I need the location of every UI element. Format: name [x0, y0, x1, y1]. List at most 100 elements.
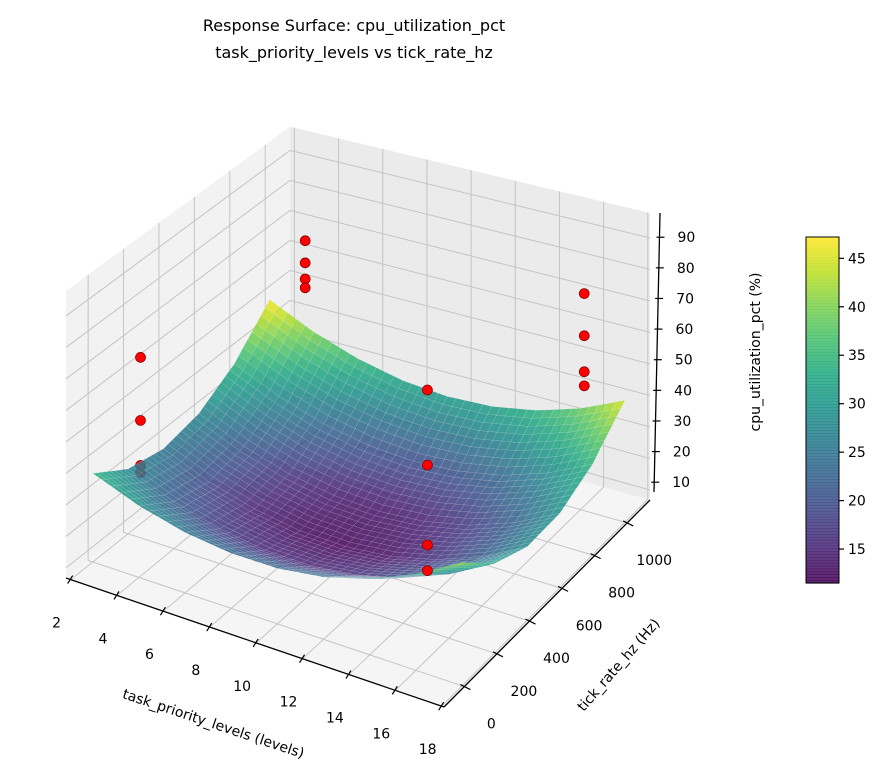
colorbar-segment [806, 522, 839, 526]
colorbar-segment [806, 557, 839, 561]
surface-cell [465, 562, 479, 566]
y-tick-label: 600 [576, 618, 603, 634]
y-tick-label: 1000 [636, 553, 672, 569]
colorbar-segment [806, 257, 839, 261]
y-tick-label: 800 [608, 586, 635, 602]
colorbar-tick-label: 25 [848, 445, 866, 461]
colorbar-segment [806, 401, 839, 405]
colorbar-segment [806, 323, 839, 327]
colorbar-segment [806, 476, 839, 480]
x-tick-label: 2 [52, 616, 61, 632]
z-axis-line [653, 213, 661, 493]
colorbar-segment [806, 340, 839, 345]
surface-cell [607, 407, 622, 419]
colorbar-segment [806, 260, 839, 264]
colorbar-segment [806, 300, 839, 304]
colorbar-segment [806, 467, 839, 472]
left-gridline-z [65, 270, 291, 443]
colorbar-segment [806, 433, 839, 437]
floor-gridline-y [87, 559, 465, 688]
colorbar-segment [806, 531, 839, 535]
colorbar-segment [806, 542, 839, 547]
colorbar-segment [806, 355, 839, 359]
colorbar-segment [806, 519, 839, 524]
colorbar-segment [806, 548, 839, 552]
z-tick-label: 90 [677, 230, 695, 246]
data-point [422, 384, 433, 396]
colorbar-segment [806, 421, 839, 426]
colorbar-segment [806, 237, 839, 241]
data-point [422, 539, 433, 551]
colorbar-segment [806, 314, 839, 319]
data-point [578, 380, 590, 392]
back-gridline-z [289, 299, 651, 396]
x-tick [299, 654, 306, 664]
colorbar-tick-label: 30 [848, 397, 866, 413]
y-tick-label: 400 [543, 651, 570, 667]
surface-cell [595, 431, 610, 443]
colorbar-segment [806, 335, 839, 339]
colorbar-segment [806, 470, 839, 475]
floor-gridline-y [123, 531, 498, 655]
colorbar-segment [806, 418, 839, 423]
colorbar-segment [806, 496, 839, 500]
chart-title-line-1: Response Surface: cpu_utilization_pct [203, 16, 505, 36]
surface-cell [611, 400, 626, 411]
colorbar-segment [806, 239, 839, 244]
x-tick [206, 622, 213, 632]
data-point [422, 459, 433, 471]
colorbar-segment [806, 329, 839, 333]
colorbar-segment [806, 294, 839, 299]
colorbar-segment [806, 303, 839, 307]
colorbar-segment [806, 536, 839, 541]
colorbar-tick-label: 35 [848, 348, 866, 364]
z-tick-label: 70 [676, 291, 694, 307]
colorbar-segment [806, 493, 839, 498]
colorbar-tick-label: 45 [848, 251, 866, 267]
colorbar-segment [806, 482, 839, 486]
colorbar-segment [806, 404, 839, 408]
y-tick [492, 651, 504, 658]
colorbar-segment [806, 479, 839, 483]
colorbar-segment [806, 412, 839, 417]
x-tick [391, 686, 398, 695]
y-tick-label: 0 [487, 717, 496, 733]
data-point [422, 565, 433, 576]
data-point [578, 366, 590, 378]
data-point [299, 235, 311, 247]
colorbar-segment [806, 297, 839, 302]
surface-cell [452, 562, 467, 566]
colorbar-segment [806, 525, 839, 529]
colorbar-segment [806, 369, 839, 374]
colorbar-segment [806, 311, 839, 316]
x-tick [113, 591, 120, 600]
colorbar-segment [806, 580, 839, 584]
x-tick-label: 14 [326, 711, 344, 727]
colorbar-segment [806, 277, 839, 281]
z-axis-label: cpu_utilization_pct (%) [748, 273, 764, 432]
y-axis-line [443, 499, 651, 708]
z-tick-label: 80 [677, 261, 695, 277]
back-gridline-z [289, 269, 651, 365]
colorbar-segment [806, 378, 839, 382]
colorbar-segment [806, 568, 839, 573]
back-gridline-z [289, 239, 651, 333]
colorbar-segment [806, 415, 839, 420]
y-tick [622, 520, 634, 527]
z-tick-label: 40 [674, 383, 692, 399]
colorbar-segment [806, 410, 839, 414]
data-point [135, 415, 146, 426]
colorbar-segment [806, 473, 839, 477]
left-gridline-z [65, 179, 291, 348]
colorbar-segment [806, 551, 839, 555]
colorbar-segment [806, 424, 839, 428]
x-tick [438, 701, 445, 711]
colorbar-segment [806, 337, 839, 342]
left-gridline-z [65, 149, 291, 317]
x-tick-label: 8 [191, 663, 200, 679]
chart-title-line-2: task_priority_levels vs tick_rate_hz [215, 43, 493, 63]
x-tick-label: 4 [99, 631, 108, 647]
colorbar-segment [806, 562, 839, 567]
back-gridline-z [289, 209, 651, 302]
